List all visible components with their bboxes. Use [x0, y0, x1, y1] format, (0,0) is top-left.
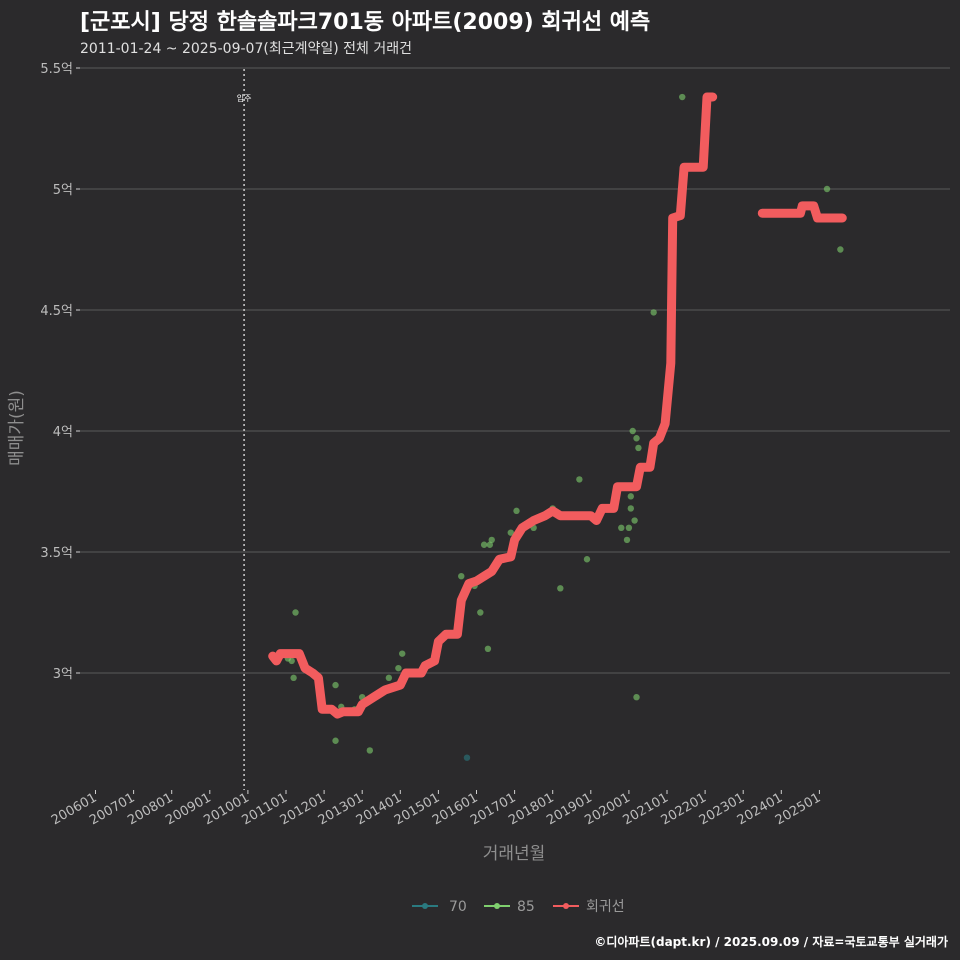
scatter-point-85 [557, 585, 564, 592]
scatter-point-85 [629, 427, 636, 435]
scatter-point-85 [633, 435, 640, 442]
scatter-point-85 [488, 536, 495, 544]
scatter-point-85 [480, 541, 488, 548]
scatter-point-85 [633, 694, 640, 701]
scatter-point-85 [507, 529, 514, 536]
footer-credit: ©디아파트(dapt.kr) / 2025.09.09 / 자료=국토교통부 실… [594, 935, 948, 949]
scatter-point-85 [627, 505, 635, 512]
scatter-point-85 [627, 493, 635, 500]
regression-lines [268, 92, 847, 719]
y-tick-label: 5.5억 [40, 62, 73, 77]
scatter-point-85 [631, 517, 638, 524]
scatter-point-85 [458, 573, 465, 580]
y-axis-label: 매매가(원) [7, 390, 27, 466]
scatter-point-85 [576, 476, 583, 483]
legend: 70 85 회귀선 [412, 899, 625, 915]
legend-label-85: 85 [517, 899, 535, 915]
scatter-point-85 [823, 185, 831, 193]
scatter-point-85 [484, 645, 492, 652]
scatter-point-85 [366, 747, 374, 754]
y-tick-label: 3.5억 [40, 546, 73, 561]
x-tick-labels: 2006012007012008012009012010012011012012… [49, 790, 823, 828]
scatter-point-85 [837, 246, 844, 253]
scatter-point-85 [635, 444, 642, 452]
scatter-point-85 [625, 524, 633, 531]
scatter-point-85 [290, 674, 297, 682]
scatter-point-85 [679, 93, 686, 101]
scatter-points [284, 93, 844, 761]
scatter-point-85 [292, 609, 299, 616]
grid-lines [76, 67, 950, 794]
y-tick-label: 4억 [53, 425, 73, 440]
scatter-point-85 [385, 674, 393, 682]
scatter-point-85 [583, 556, 591, 563]
chart-title: [군포시] 당정 한솔솔파크701동 아파트(2009) 회귀선 예측 [80, 10, 651, 35]
scatter-point-85 [288, 657, 295, 665]
legend-dot-70 [422, 903, 428, 909]
y-tick-label: 4.5억 [40, 304, 73, 319]
chart-subtitle: 2011-01-24 ~ 2025-09-07(최근계약일) 전체 거래건 [80, 41, 412, 57]
y-tick-label: 3억 [53, 667, 73, 682]
scatter-point-85 [486, 541, 494, 548]
scatter-point-85 [650, 309, 657, 316]
scatter-point-85 [399, 650, 406, 657]
scatter-point-85 [332, 737, 339, 744]
scatter-point-85 [332, 681, 339, 689]
legend-dot-regression [563, 903, 569, 909]
regression-line-segment [757, 201, 847, 223]
y-tick-labels: 3억 3.5억 4억 4.5억 5억 5.5억 [40, 62, 73, 682]
regression-line-segment [268, 92, 718, 719]
move-in-marker-label: 입주 [237, 94, 252, 103]
scatter-point-85 [623, 536, 631, 544]
scatter-point-85 [477, 609, 484, 616]
x-axis-label: 거래년월 [483, 844, 546, 864]
legend-dot-85 [494, 903, 500, 909]
scatter-point-85 [395, 664, 402, 672]
y-tick-label: 5억 [53, 183, 73, 198]
legend-label-regression: 회귀선 [586, 899, 625, 915]
scatter-point-70 [463, 754, 471, 761]
legend-label-70: 70 [449, 899, 467, 915]
scatter-point-85 [618, 524, 625, 531]
scatter-point-85 [513, 507, 520, 515]
